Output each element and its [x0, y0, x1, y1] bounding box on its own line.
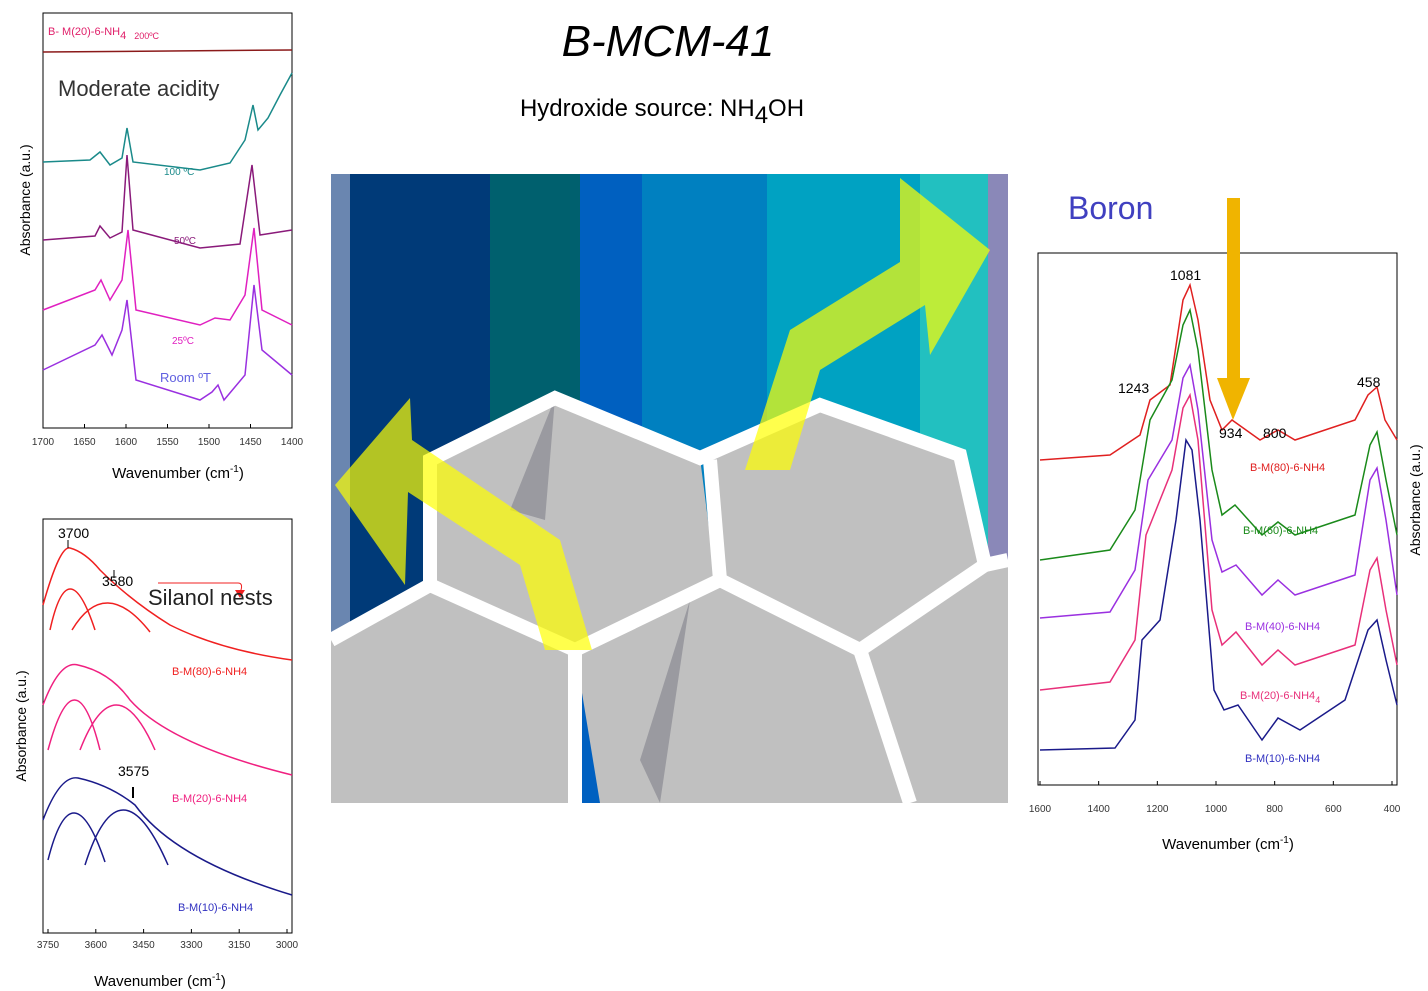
x-tick-label: 3300: [180, 940, 203, 951]
x-tick-label: 800: [1266, 804, 1283, 815]
panel-acidity: B- M(20)-6-NH4 200ºC Moderate acidity 100…: [17, 13, 292, 482]
sample-sub: 4: [120, 30, 126, 42]
x-tick-label: 1700: [32, 437, 55, 448]
curve-label: B-M(10)-6-NH4: [1245, 753, 1320, 765]
peak-label: 1243: [1118, 380, 1149, 396]
y-axis-label: Absorbance (a.u.): [1407, 444, 1423, 555]
x-tick-label: 1000: [1205, 804, 1228, 815]
curve-label: Room ºT: [160, 370, 211, 385]
sample-temp: 200ºC: [134, 31, 159, 41]
xlabel-text: Wavenumber (cm: [1162, 836, 1280, 853]
x-tick-label: 400: [1384, 804, 1401, 815]
spectrum: [48, 700, 155, 750]
curve-label: B-M(20)-6-NH44: [1240, 690, 1320, 705]
x-tick-label: 1600: [115, 437, 138, 448]
curve-label: B-M(20)-6-NH4: [172, 793, 247, 805]
peak-label: 3575: [118, 763, 149, 779]
x-axis-label: Wavenumber (cm-1): [94, 972, 226, 990]
peak-label: 934: [1219, 425, 1243, 441]
arrow: [1227, 198, 1240, 378]
label-text: B-M(20)-6-NH4: [1240, 690, 1315, 702]
peak-label: 3580: [102, 573, 133, 589]
annotation: Moderate acidity: [58, 76, 219, 101]
x-axis-label: Wavenumber (cm-1): [1162, 835, 1294, 853]
annotation: Silanol nests: [148, 585, 273, 610]
x-tick-label: 3150: [228, 940, 251, 951]
spectrum: [43, 228, 292, 325]
curve-label: 50ºC: [174, 236, 196, 247]
xlabel-text: Wavenumber (cm: [112, 465, 230, 482]
xlabel-after: ): [239, 465, 244, 482]
curve-label: 25ºC: [172, 336, 194, 347]
x-tick-label: 1400: [1088, 804, 1111, 815]
xlabel-after: ): [221, 973, 226, 990]
peak-label: 800: [1263, 425, 1287, 441]
curve-label: B-M(10)-6-NH4: [178, 902, 253, 914]
x-tick-label: 3750: [37, 940, 60, 951]
x-tick-label: 1400: [281, 437, 304, 448]
curve-label: B-M(60)-6-NH4: [1243, 525, 1318, 537]
x-axis-label: Wavenumber (cm-1): [112, 464, 244, 482]
spectrum: [48, 810, 168, 865]
title: B-MCM-41: [562, 17, 775, 66]
x-tick-label: 1500: [198, 437, 221, 448]
label-sub: 4: [1315, 695, 1320, 705]
panel-silanol: 3700 3580 3575 Silanol nests B-M(80)-6-N…: [13, 519, 292, 990]
curve-label: 100 ºC: [164, 167, 194, 178]
x-tick-label: 1650: [73, 437, 96, 448]
peak-label: 3700: [58, 525, 89, 541]
x-tick-label: 3000: [276, 940, 299, 951]
peak-label: 458: [1357, 374, 1381, 390]
y-axis-label: Absorbance (a.u.): [17, 144, 33, 255]
peak-label: 1081: [1170, 267, 1201, 283]
xlabel-text: Wavenumber (cm: [94, 973, 212, 990]
spectrum: [1040, 440, 1397, 750]
spectrum: [50, 589, 150, 632]
arrow-head: [1217, 378, 1250, 420]
x-tick-label: 1600: [1029, 804, 1052, 815]
x-tick-label: 3600: [85, 940, 108, 951]
x-tick-label: 1450: [239, 437, 262, 448]
spectrum: [43, 50, 292, 52]
y-axis-label: Absorbance (a.u.): [13, 670, 29, 781]
plot-frame: [43, 519, 292, 933]
curve-label: B-M(80)-6-NH4: [1250, 462, 1325, 474]
subtitle-after: OH: [768, 95, 804, 122]
x-tick-label: 600: [1325, 804, 1342, 815]
sample-label: B- M(20)-6-NH4 200ºC: [48, 26, 160, 42]
heading: Boron: [1068, 190, 1153, 226]
curve-label: B-M(40)-6-NH4: [1245, 621, 1320, 633]
figure: B-MCM-41 Hydroxide source: NH4OH B- M(20…: [0, 0, 1428, 991]
curve-label: B-M(80)-6-NH4: [172, 666, 247, 678]
panel-boron: Boron 1081 1243 934 800 458 B-M(80)-6-NH…: [1038, 190, 1423, 853]
sample-text: B- M(20)-6-NH: [48, 26, 120, 38]
xlabel-after: ): [1289, 836, 1294, 853]
spectrum: [43, 665, 292, 776]
spectrum: [43, 778, 292, 895]
spectrum: [1040, 365, 1397, 618]
x-tick-label: 1550: [156, 437, 179, 448]
subtitle-text: Hydroxide source: NH: [520, 95, 755, 122]
x-tick-label: 3450: [132, 940, 155, 951]
subtitle: Hydroxide source: NH4OH: [520, 95, 804, 129]
subtitle-sub: 4: [755, 102, 768, 129]
pore-illustration: [331, 174, 1008, 803]
x-tick-label: 1200: [1146, 804, 1169, 815]
